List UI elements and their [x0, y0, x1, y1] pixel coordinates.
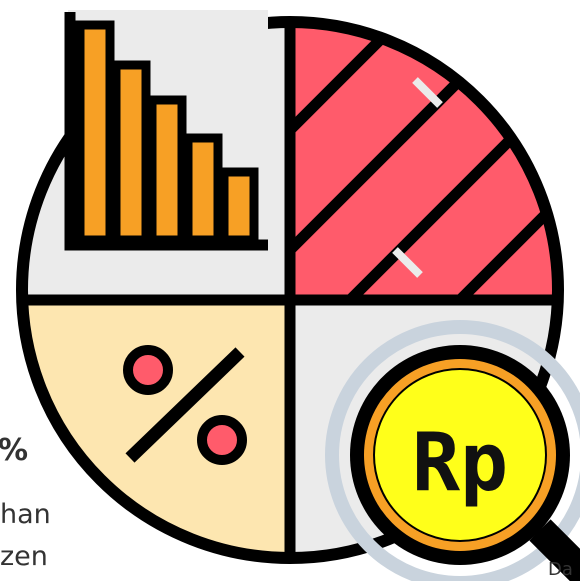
magnifier: Rp: [332, 327, 580, 581]
illustration: Rp % han zen Da: [0, 0, 580, 581]
side-line: han: [0, 499, 51, 530]
coin-label: Rp: [412, 416, 508, 509]
side-percent: %: [0, 433, 28, 468]
corner-text: Da: [548, 559, 573, 580]
side-line: zen: [0, 541, 48, 572]
bar-chart: [68, 10, 268, 250]
